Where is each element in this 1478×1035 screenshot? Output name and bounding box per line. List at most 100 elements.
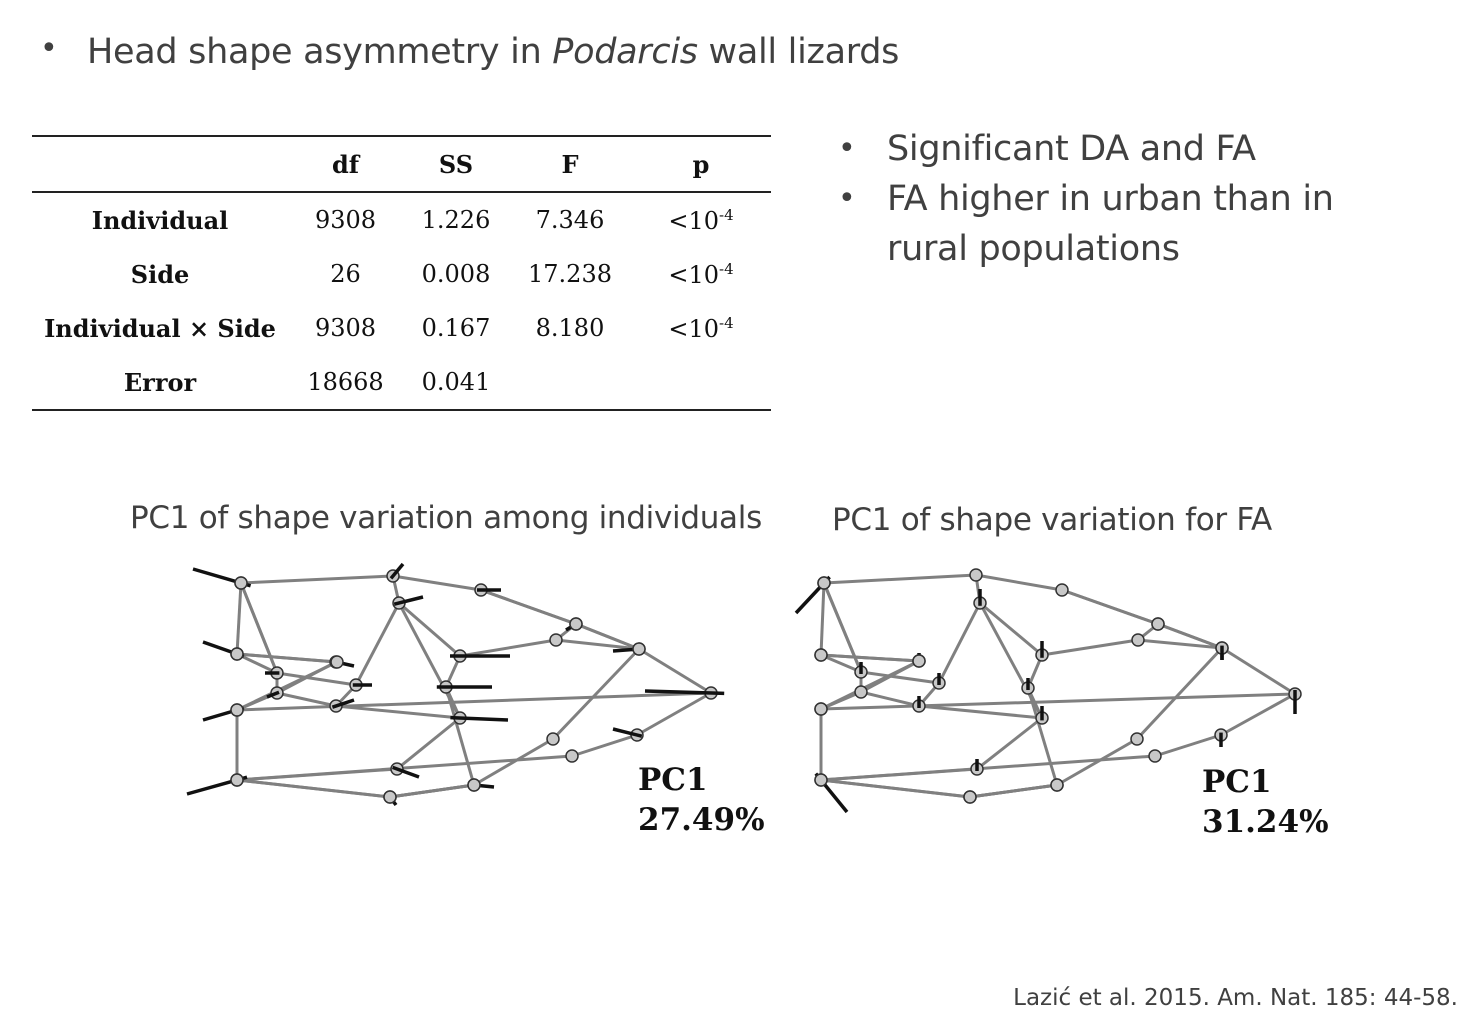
- wireframe-edge: [820, 778, 971, 799]
- cell-df: 18668: [288, 355, 403, 411]
- wireframe-edge: [979, 601, 1043, 657]
- table-header-row: df SS F p: [32, 135, 771, 193]
- wireframe-edge: [636, 691, 712, 737]
- wireframe-edge: [1061, 588, 1159, 626]
- wireframe-edge: [937, 602, 982, 684]
- wireframe-edge: [551, 647, 641, 741]
- cell-ss: 0.008: [421, 260, 491, 288]
- wireframe-edge: [276, 671, 357, 687]
- landmark-point: [1055, 583, 1069, 597]
- wireframe-edge: [1157, 622, 1223, 650]
- cell-df: 9308: [314, 314, 377, 342]
- cell-df: 9308: [314, 206, 377, 234]
- cell-f: [509, 355, 631, 411]
- wireframe-edge: [969, 783, 1058, 799]
- wireframe-edge: [860, 690, 920, 708]
- wireframe-edge: [236, 754, 573, 782]
- wireframe-edge: [1135, 646, 1224, 741]
- wireframe-edge: [820, 754, 1156, 782]
- landmark-point: [969, 568, 983, 582]
- wireframe-edge: [820, 690, 862, 711]
- left-pc-label: PC1 27.49%: [638, 760, 765, 840]
- table-header: df: [288, 135, 403, 193]
- wireframe-edge: [1026, 687, 1059, 786]
- list-item: • Significant DA and FA: [838, 124, 1398, 174]
- cell-ss: 1.226: [421, 206, 491, 234]
- landmark-point: [814, 702, 828, 716]
- table-header: F: [509, 135, 631, 193]
- finding-text: Significant DA and FA: [887, 129, 1256, 169]
- landmark-point: [330, 655, 344, 669]
- landmark-point: [963, 790, 977, 804]
- cell-f: 8.180: [535, 314, 605, 342]
- wireframe-edge: [1221, 646, 1296, 696]
- cell-df: 26: [330, 260, 361, 288]
- landmark-vector: [644, 689, 725, 696]
- cell-ss: 0.167: [421, 314, 491, 342]
- cell-p: <10-4: [668, 313, 734, 343]
- bullet-dot: •: [40, 31, 58, 66]
- genus-name: Podarcis: [552, 32, 698, 72]
- wireframe-edge: [239, 582, 279, 674]
- table-header: [32, 135, 288, 193]
- slide-title: Head shape asymmetry in Podarcis wall li…: [87, 32, 900, 72]
- landmark-point: [912, 654, 926, 668]
- wireframe-edge: [335, 704, 461, 720]
- wireframe-edge: [822, 582, 863, 673]
- findings-list: • Significant DA and FA • FA higher in u…: [838, 124, 1398, 274]
- wireframe-edge: [473, 737, 554, 787]
- wireframe-edge: [392, 574, 482, 592]
- table-row: Individual × Side 9308 0.167 8.180 <10-4: [32, 301, 771, 355]
- table-header: p: [631, 135, 771, 193]
- wireframe-edge: [389, 783, 475, 799]
- landmark-point: [230, 703, 244, 717]
- wireframe-edge: [820, 653, 862, 674]
- landmark-point: [467, 778, 481, 792]
- landmark-vector: [389, 562, 405, 580]
- landmark-vector: [393, 595, 424, 606]
- wireframe-edge: [575, 622, 640, 651]
- wireframe-edge: [480, 588, 577, 626]
- row-name: Side: [130, 259, 190, 289]
- row-name: Individual × Side: [44, 313, 276, 343]
- landmark-point: [814, 648, 828, 662]
- table-row: Error 18668 0.041: [32, 355, 771, 411]
- right-pc-label: PC1 31.24%: [1202, 762, 1329, 842]
- wireframe-edge: [276, 691, 337, 708]
- pc-percent: 31.24%: [1202, 804, 1329, 840]
- pc-percent: 27.49%: [638, 802, 765, 838]
- table-header: SS: [403, 135, 509, 193]
- wireframe-edge: [398, 601, 461, 658]
- landmark-point: [1130, 732, 1144, 746]
- landmark-vector: [392, 765, 420, 779]
- wireframe-edge: [820, 653, 920, 663]
- wireframe-edge: [236, 652, 278, 675]
- wireframe-edge: [976, 716, 1043, 771]
- bullet-dot: •: [838, 131, 856, 166]
- landmark-point: [1151, 617, 1165, 631]
- table-row: Side 26 0.008 17.238 <10-4: [32, 247, 771, 301]
- cell-f: 7.346: [535, 206, 605, 234]
- landmark-point: [1148, 749, 1162, 763]
- cell-p: [631, 355, 771, 411]
- wireframe-edge: [571, 733, 638, 758]
- landmark-point: [814, 773, 828, 787]
- wireframe-edge: [823, 573, 977, 585]
- row-name: Error: [32, 355, 288, 411]
- cell-p: <10-4: [668, 205, 734, 235]
- finding-text: FA higher in urban than in rural populat…: [887, 179, 1334, 269]
- table-row: Individual 9308 1.226 7.346 <10-4: [32, 192, 771, 247]
- bullet-dot: •: [838, 181, 856, 216]
- wireframe-edge: [236, 778, 391, 799]
- landmark-point: [546, 732, 560, 746]
- landmark-vector: [450, 715, 509, 722]
- anova-table: df SS F p Individual 9308 1.226 7.346 <1…: [32, 135, 771, 411]
- wireframe-edge: [819, 582, 826, 656]
- landmark-point: [230, 773, 244, 787]
- left-figure-caption: PC1 of shape variation among individuals: [130, 500, 762, 536]
- wireframe-edge: [820, 692, 1296, 711]
- wireframe-edge: [860, 670, 940, 685]
- wireframe-edge: [459, 638, 557, 658]
- landmark-point: [383, 790, 397, 804]
